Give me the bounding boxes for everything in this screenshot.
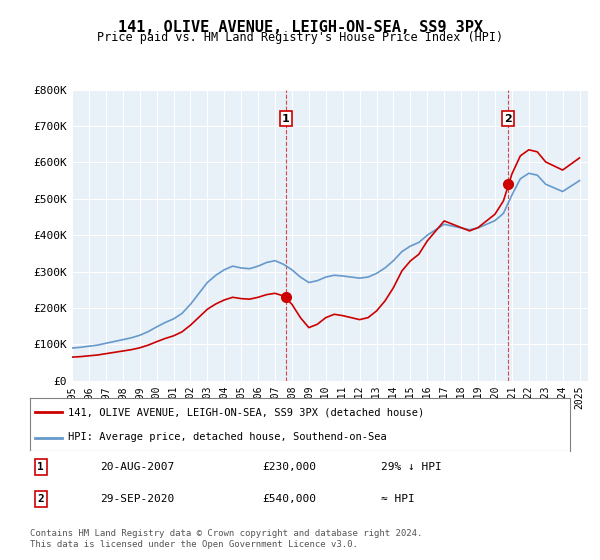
- Text: 29% ↓ HPI: 29% ↓ HPI: [381, 462, 442, 472]
- Text: 141, OLIVE AVENUE, LEIGH-ON-SEA, SS9 3PX (detached house): 141, OLIVE AVENUE, LEIGH-ON-SEA, SS9 3PX…: [68, 408, 424, 418]
- Text: 29-SEP-2020: 29-SEP-2020: [100, 494, 175, 504]
- Text: 2: 2: [37, 494, 44, 504]
- Text: Contains HM Land Registry data © Crown copyright and database right 2024.
This d: Contains HM Land Registry data © Crown c…: [30, 529, 422, 549]
- Text: 1: 1: [37, 462, 44, 472]
- Text: £230,000: £230,000: [262, 462, 316, 472]
- Text: HPI: Average price, detached house, Southend-on-Sea: HPI: Average price, detached house, Sout…: [68, 432, 386, 442]
- Text: Price paid vs. HM Land Registry's House Price Index (HPI): Price paid vs. HM Land Registry's House …: [97, 31, 503, 44]
- Text: 141, OLIVE AVENUE, LEIGH-ON-SEA, SS9 3PX: 141, OLIVE AVENUE, LEIGH-ON-SEA, SS9 3PX: [118, 20, 482, 35]
- Text: 1: 1: [282, 114, 290, 124]
- Text: 20-AUG-2007: 20-AUG-2007: [100, 462, 175, 472]
- Text: 2: 2: [504, 114, 512, 124]
- Text: £540,000: £540,000: [262, 494, 316, 504]
- Text: ≈ HPI: ≈ HPI: [381, 494, 415, 504]
